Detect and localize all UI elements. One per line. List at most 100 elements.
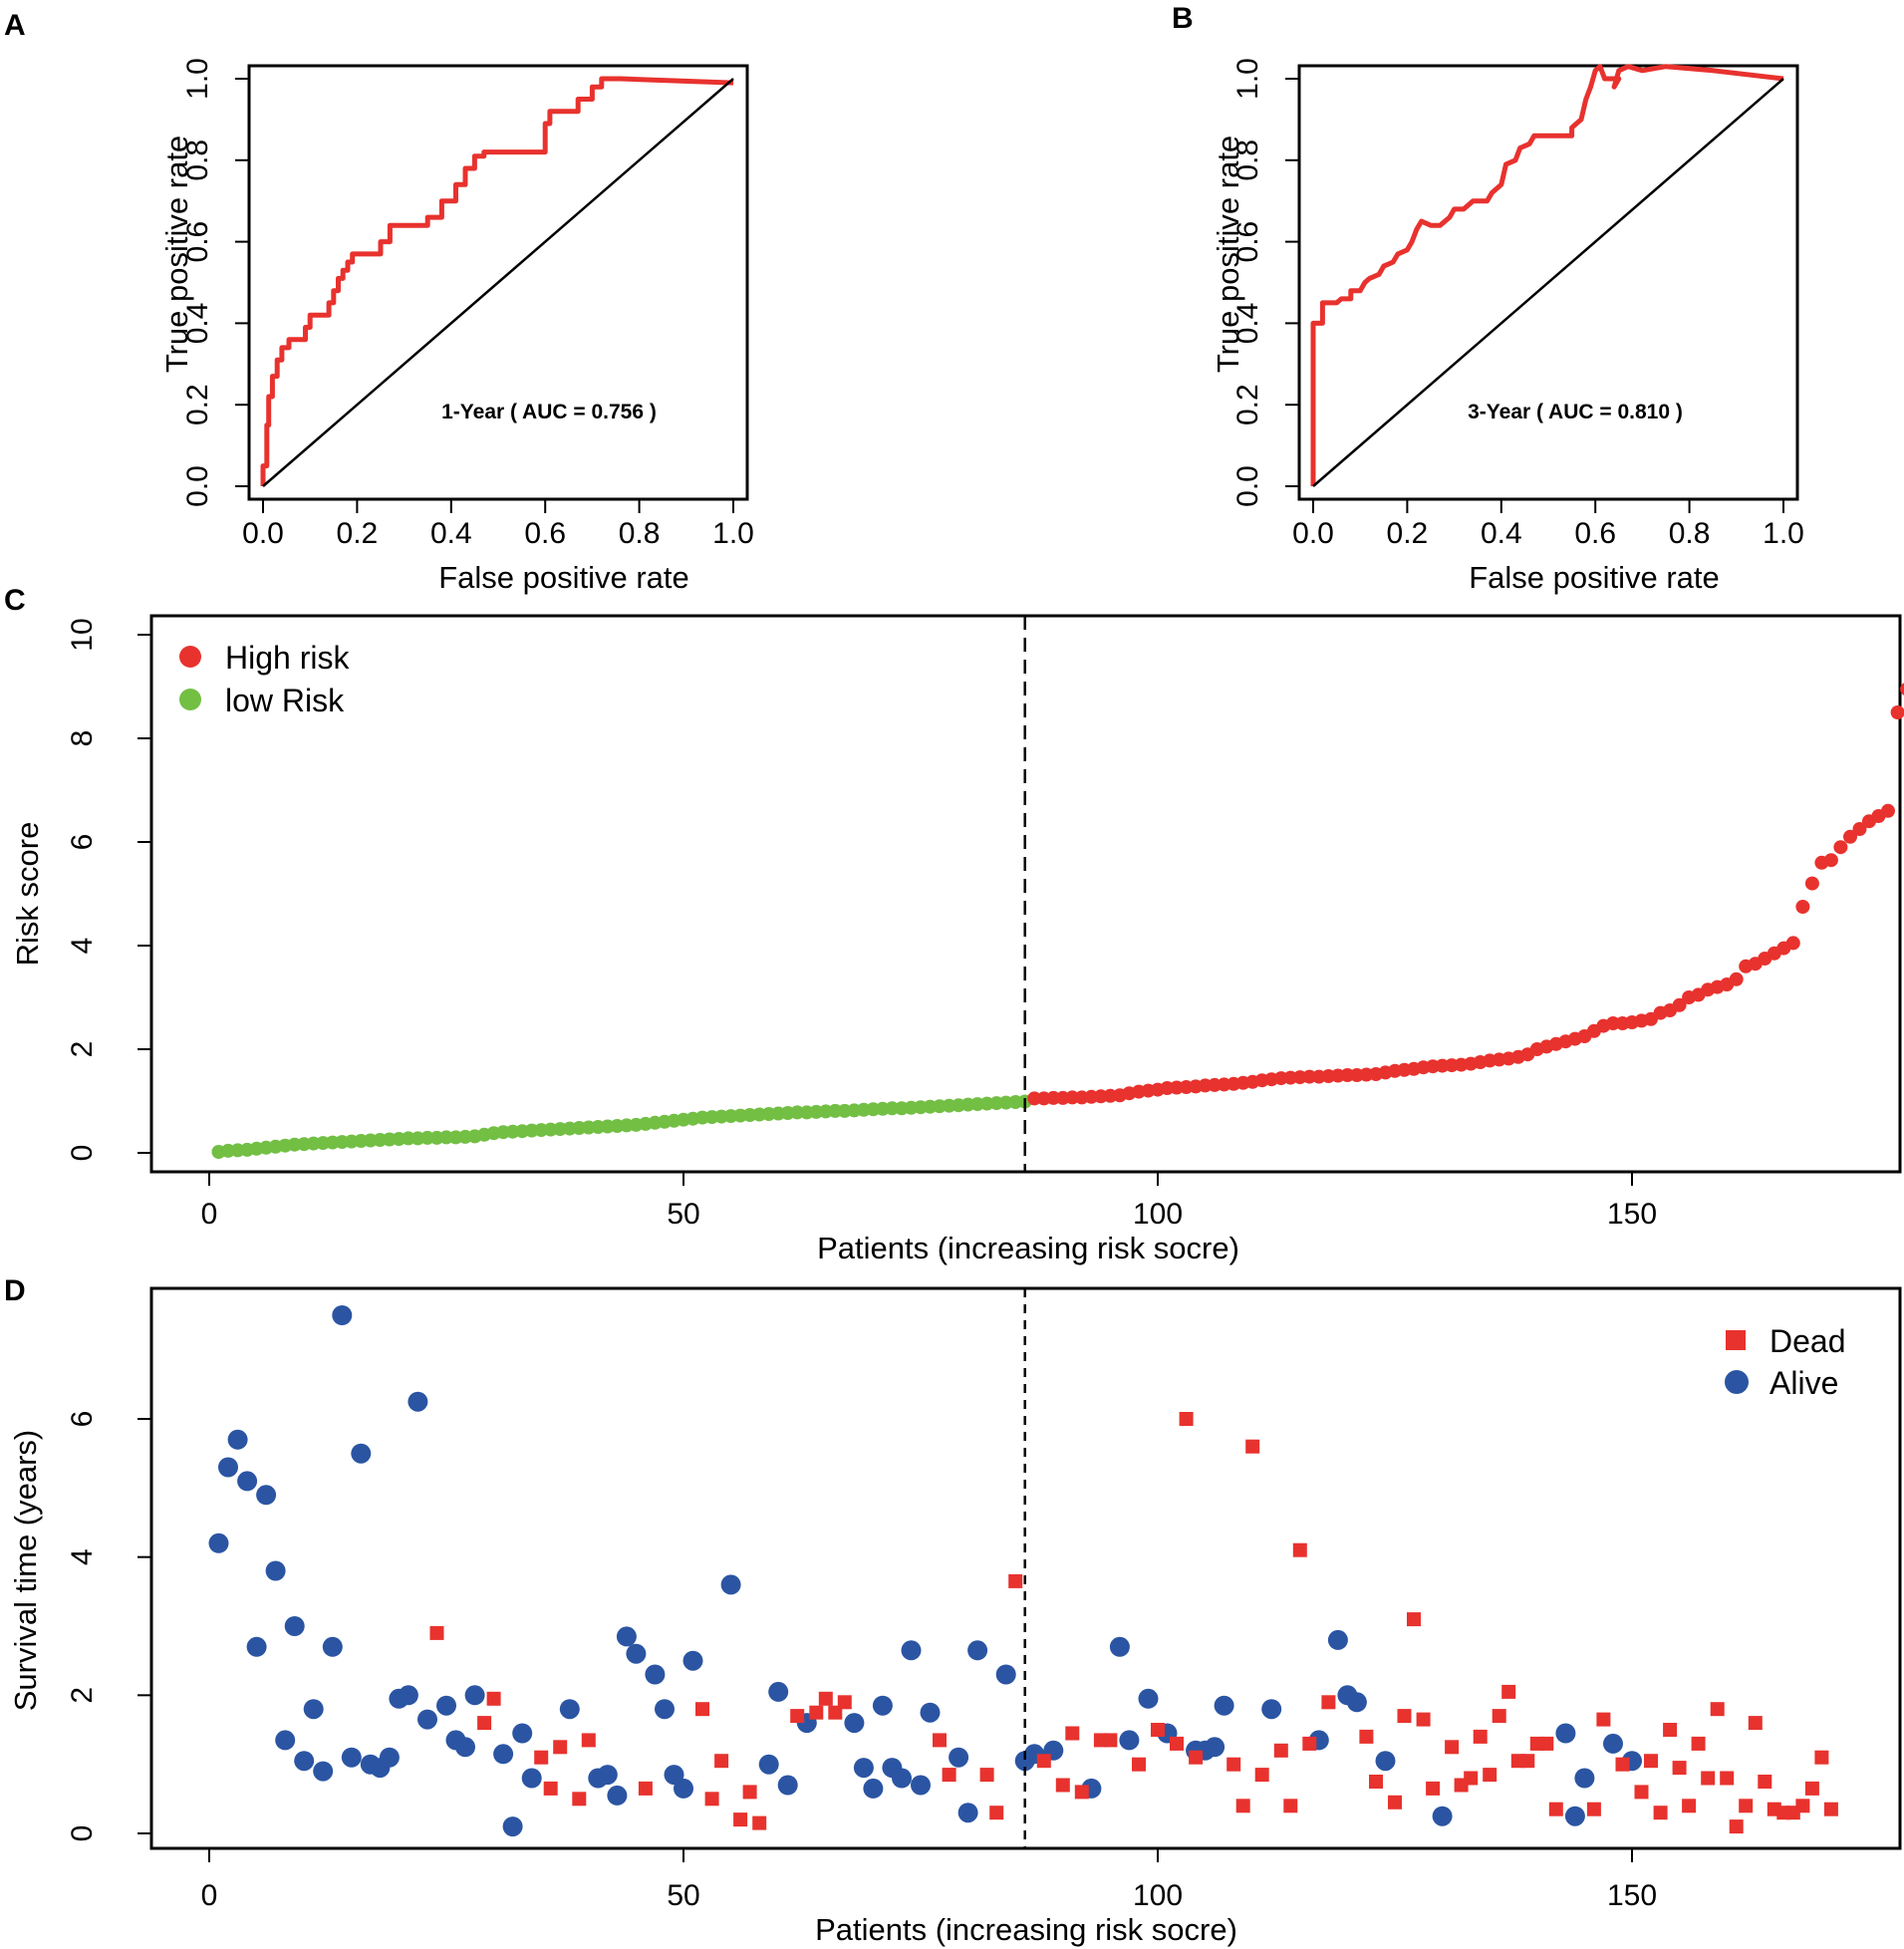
panel-b-y-tick-label: 0.8 — [1231, 139, 1264, 181]
alive-patient-point — [911, 1775, 931, 1796]
high-risk-point — [1833, 840, 1848, 855]
alive-patient-point — [1574, 1768, 1595, 1789]
dead-patient-point — [1464, 1771, 1479, 1786]
alive-patient-point — [1261, 1699, 1282, 1720]
panel-a-marks — [260, 76, 734, 487]
panel-c-x-tick-label: 0 — [201, 1198, 218, 1231]
panel-c-y-axis-title: Risk score — [10, 822, 45, 967]
dead-patient-point — [553, 1740, 568, 1755]
panel-b-letter: B — [1172, 2, 1194, 35]
panel-d-y-axis-title: Survival time (years) — [8, 1430, 43, 1712]
dead-patient-point — [1065, 1726, 1080, 1741]
dead-patient-point — [1814, 1750, 1829, 1765]
dead-patient-point — [1492, 1709, 1506, 1724]
alive-patient-point — [493, 1744, 514, 1765]
dead-patient-point — [733, 1812, 748, 1827]
panel-b-roc-3-year: B 0.0 0.2 0.4 0.6 0.8 1.0 0.00.20.40.60.81.0 … — [1172, 2, 1804, 595]
alive-patient-point — [218, 1457, 238, 1478]
panel-b-x-tick-label: 0.8 — [1669, 517, 1711, 550]
dead-patient-point — [543, 1781, 558, 1796]
dead-patient-point — [1321, 1695, 1336, 1710]
panel-d-marks — [208, 1288, 1838, 1848]
alive-patient-point — [294, 1751, 315, 1772]
alive-patient-point — [256, 1485, 277, 1506]
dead-patient-point — [942, 1768, 956, 1783]
dead-patient-point — [1179, 1412, 1194, 1426]
panel-a-diagonal-reference-line — [262, 78, 734, 487]
alive-patient-point — [1564, 1806, 1585, 1826]
alive-patient-point — [265, 1560, 286, 1581]
panel-c-y-tick-label: 6 — [66, 834, 99, 851]
dead-patient-point — [486, 1691, 501, 1706]
panel-b-plot-frame — [1297, 64, 1799, 501]
panel-b-y-tick-label: 0.6 — [1231, 221, 1264, 263]
dead-patient-point — [1710, 1702, 1725, 1717]
panel-b-x-axis-title: False positive rate — [1469, 560, 1720, 595]
dead-patient-point — [1701, 1771, 1716, 1786]
dead-patient-point — [1103, 1733, 1118, 1748]
panel-b-roc-curve — [1310, 64, 1784, 486]
dead-patient-point — [818, 1691, 833, 1706]
dead-patient-point — [1501, 1684, 1516, 1699]
dead-patient-point — [1407, 1612, 1421, 1627]
dead-patient-point — [1283, 1799, 1298, 1813]
panel-d-x-tick-label: 50 — [667, 1879, 699, 1912]
alive-patient-point — [607, 1785, 628, 1806]
dead-patient-point — [1226, 1757, 1241, 1772]
panel-b-y-tick-label: 0.4 — [1231, 303, 1264, 345]
alive-patient-point — [246, 1636, 267, 1657]
dead-patient-point — [1634, 1785, 1649, 1800]
panel-b-y-tick-label: 0.2 — [1231, 384, 1264, 425]
dead-patient-point — [638, 1781, 653, 1796]
panel-b-x-tick-label: 0.2 — [1387, 517, 1429, 550]
panel-a-auc-annotation: 1-Year ( AUC = 0.756 ) — [441, 401, 657, 423]
panel-a-x-tick-label: 0.6 — [524, 517, 566, 550]
panel-b-y-tick-label: 0.0 — [1231, 465, 1264, 507]
dead-patient-point — [1473, 1729, 1488, 1744]
panel-d-x-tick-label: 100 — [1133, 1879, 1183, 1912]
panel-a-y-tick-label: 0.4 — [181, 303, 214, 345]
panel-c-risk-score: C 0 50 100 150 0 2 4 6 8 10 Patients (increasing… — [4, 584, 1904, 1265]
alive-patient-point — [967, 1640, 988, 1661]
dead-patient-point — [1653, 1806, 1668, 1820]
dead-patient-point — [1615, 1757, 1630, 1772]
dead-patient-point — [1292, 1542, 1307, 1557]
alive-patient-point — [1555, 1723, 1576, 1744]
panel-d-y-tick-label: 0 — [66, 1825, 99, 1842]
panel-d-y-tick-label: 4 — [66, 1548, 99, 1565]
panel-d-x-axis-title: Patients (increasing risk socre) — [815, 1912, 1237, 1947]
panel-a-plot-frame — [247, 64, 749, 501]
alive-patient-point — [674, 1778, 693, 1799]
dead-patient-point — [809, 1705, 824, 1720]
alive-patient-point — [777, 1775, 798, 1796]
alive-patient-point — [863, 1778, 884, 1799]
legend-dead-marker — [1726, 1330, 1746, 1350]
legend-alive-label: Alive — [1769, 1365, 1838, 1401]
panel-a-x-tick-label: 0.4 — [430, 517, 472, 550]
panel-a-y-tick-label: 0.2 — [181, 384, 214, 425]
alive-patient-point — [455, 1737, 475, 1758]
panel-a-x-axis: 0.0 0.2 0.4 0.6 0.8 1.0 — [242, 499, 754, 550]
dead-patient-point — [933, 1733, 947, 1748]
panel-a-y-tick-label: 0.8 — [181, 139, 214, 181]
panel-c-letter: C — [4, 584, 26, 617]
dead-patient-point — [1644, 1754, 1658, 1769]
dead-patient-point — [581, 1733, 596, 1748]
alive-patient-point — [853, 1758, 874, 1779]
dead-patient-point — [837, 1695, 852, 1710]
low-risk-point — [885, 1101, 900, 1116]
dead-patient-point — [1388, 1795, 1402, 1810]
dead-patient-point — [704, 1792, 719, 1807]
alive-patient-point — [227, 1429, 248, 1450]
alive-patient-point — [1205, 1737, 1225, 1758]
alive-patient-point — [1327, 1629, 1348, 1650]
panel-c-x-tick-label: 100 — [1133, 1198, 1183, 1231]
panel-b-diagonal-reference-line — [1312, 78, 1784, 487]
alive-patient-point — [844, 1713, 865, 1734]
alive-patient-point — [720, 1574, 741, 1595]
dead-patient-point — [1416, 1712, 1431, 1727]
panel-b-x-tick-label: 0.0 — [1292, 517, 1334, 550]
dead-patient-point — [1036, 1754, 1051, 1769]
panel-c-x-axis: 0 50 100 150 — [201, 1172, 1657, 1231]
